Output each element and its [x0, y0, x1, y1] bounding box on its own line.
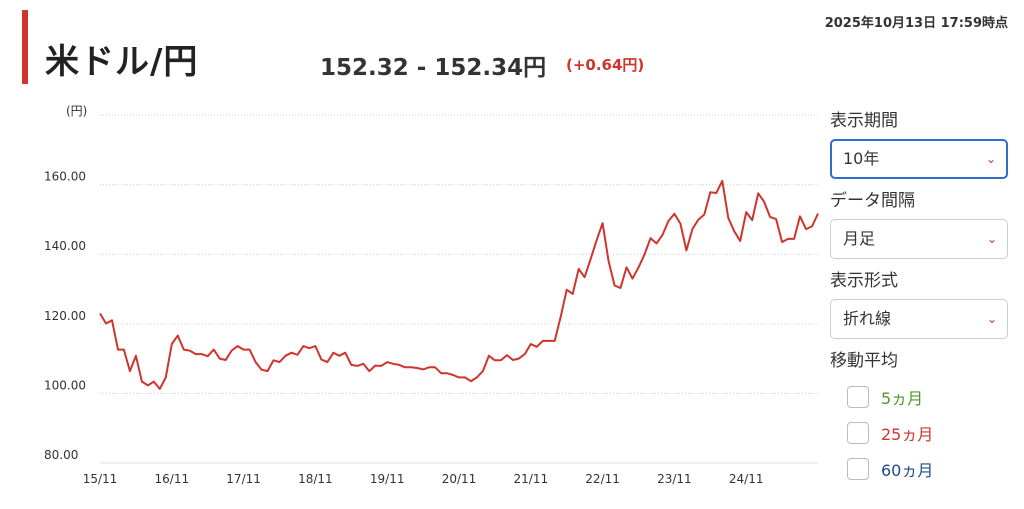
rate-change: (+0.64円) [566, 56, 645, 74]
y-tick-label: 160.00 [44, 170, 86, 184]
rate-quote: 152.32 - 152.34円 [320, 55, 547, 81]
x-tick-label: 21/11 [514, 472, 549, 486]
y-tick-label: 120.00 [44, 309, 86, 323]
x-tick-label: 15/11 [83, 472, 118, 486]
ma-25-label: 25ヵ月 [881, 425, 934, 444]
interval-value: 月足 [843, 229, 876, 248]
x-tick-label: 20/11 [442, 472, 477, 486]
interval-select[interactable]: 月足 ⌄ [830, 219, 1008, 259]
price-series-line [99, 179, 819, 390]
ma-60-checkbox[interactable] [847, 458, 869, 480]
page-title: 米ドル/円 [45, 42, 199, 82]
y-tick-label: 140.00 [44, 239, 86, 253]
price-chart: (円) 160.00 140.00 120.00 100.00 80.00 15/11 16/… [44, 104, 819, 486]
timestamp: 2025年10月13日 17:59時点 [824, 16, 1008, 31]
period-select[interactable]: 10年 ⌄ [830, 139, 1008, 179]
x-tick-label: 17/11 [226, 472, 261, 486]
ma-25-option[interactable]: 25ヵ月 [830, 415, 1010, 451]
x-tick-label: 24/11 [729, 472, 764, 486]
title-accent-bar [22, 10, 28, 84]
ma-60-label: 60ヵ月 [881, 461, 934, 480]
format-value: 折れ線 [843, 309, 892, 328]
chevron-down-icon: ⌄ [986, 232, 997, 246]
y-tick-label: 80.00 [44, 448, 78, 462]
x-tick-label: 23/11 [657, 472, 692, 486]
x-tick-label: 18/11 [298, 472, 333, 486]
chevron-down-icon: ⌄ [985, 152, 996, 166]
ma-60-option[interactable]: 60ヵ月 [830, 451, 1010, 487]
interval-label: データ間隔 [830, 191, 915, 211]
chart-controls: 表示期間 10年 ⌄ データ間隔 月足 ⌄ 表示形式 折れ線 ⌄ 移動平均 5ヵ… [830, 105, 1010, 487]
x-tick-label: 22/11 [585, 472, 620, 486]
ma-5-label: 5ヵ月 [881, 389, 924, 408]
y-unit-label: (円) [66, 104, 87, 118]
period-value: 10年 [843, 149, 880, 168]
x-tick-label: 19/11 [370, 472, 405, 486]
ma-5-option[interactable]: 5ヵ月 [830, 379, 1010, 415]
format-select[interactable]: 折れ線 ⌄ [830, 299, 1008, 339]
chevron-down-icon: ⌄ [986, 312, 997, 326]
ma-5-checkbox[interactable] [847, 386, 869, 408]
x-tick-label: 16/11 [155, 472, 190, 486]
period-label: 表示期間 [830, 111, 898, 131]
format-label: 表示形式 [830, 271, 898, 291]
y-tick-label: 100.00 [44, 378, 86, 392]
ma-25-checkbox[interactable] [847, 422, 869, 444]
moving-average-label: 移動平均 [830, 351, 898, 371]
